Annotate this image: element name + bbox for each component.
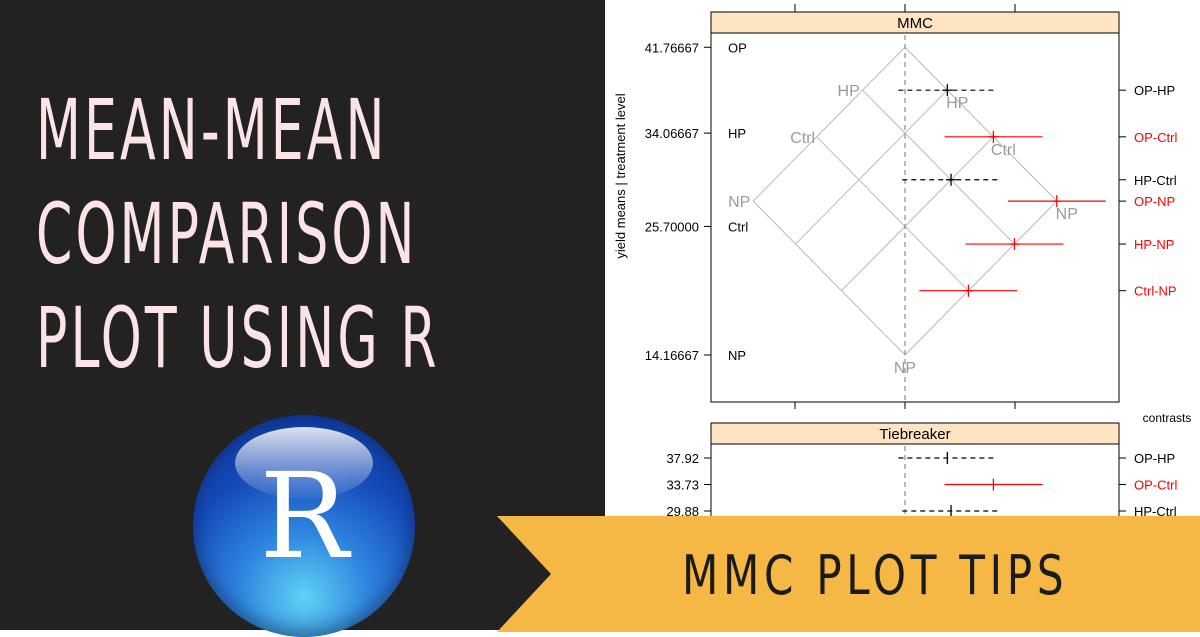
mmc-diamond-line [904,46,1058,202]
tiebreaker-contrast-label: OP-HP [1134,451,1175,466]
y-axis-label: yield means | treatment level [613,93,628,258]
mmc-diamond-line [904,200,1058,356]
mmc-strip-label: MMC [897,15,933,32]
title-line-1: MEAN-MEAN [36,81,388,179]
tiebreaker-strip-label: Tiebreaker [879,426,950,443]
diamond-level-label-bottom: NP [894,360,916,377]
mmc-diamond-line [752,46,906,202]
r-logo-icon: R [193,415,415,637]
mean-tick-label: 41.76667 [645,40,699,55]
x-axis-label: contrasts [1143,411,1192,425]
diamond-level-label-left: NP [728,194,750,211]
mean-level-label: HP [728,126,746,141]
mmc-diamond-line [795,89,948,245]
mmc-diamond-line [752,200,906,356]
contrast-label: OP-HP [1134,83,1175,98]
banner [497,516,1200,632]
mmc-diamond-line [816,136,969,292]
mean-tick-label: 14.16667 [645,348,699,363]
tiebreaker-tick-label: 29.88 [666,504,699,519]
mean-level-label: NP [728,348,746,363]
title-line-2: COMPARISON [36,185,418,283]
mmc-panel-frame [710,32,1120,403]
tiebreaker-tick-label: 37.92 [666,451,699,466]
diamond-level-label-right: Ctrl [991,142,1016,159]
mean-tick-label: 25.70000 [645,219,699,234]
mmc-diamond-line [841,136,994,292]
diamond-level-label-left: HP [838,83,860,100]
diamond-level-label-right: HP [946,95,968,112]
tiebreaker-contrast-label: OP-Ctrl [1134,478,1177,493]
logo-shine [235,427,373,499]
logo-letter: R [259,447,349,585]
mean-level-label: OP [728,40,747,55]
title-line-3: PLOT USING R [36,289,440,387]
mean-level-label: Ctrl [728,219,748,234]
tiebreaker-tick-label: 33.73 [666,478,699,493]
mmc-diamond-line [862,89,1015,245]
diamond-level-label-left: Ctrl [790,130,815,147]
contrast-label: OP-NP [1134,194,1175,209]
contrast-label: OP-Ctrl [1134,130,1177,145]
diamond-level-label-right: NP [1056,206,1078,223]
contrast-label: HP-Ctrl [1134,173,1177,188]
mean-tick-label: 34.06667 [645,126,699,141]
tiebreaker-contrast-label: HP-Ctrl [1134,504,1177,519]
contrast-label: Ctrl-NP [1134,284,1177,299]
banner-label: MMC PLOT TIPS [682,544,1069,607]
contrast-label: HP-NP [1134,237,1174,252]
